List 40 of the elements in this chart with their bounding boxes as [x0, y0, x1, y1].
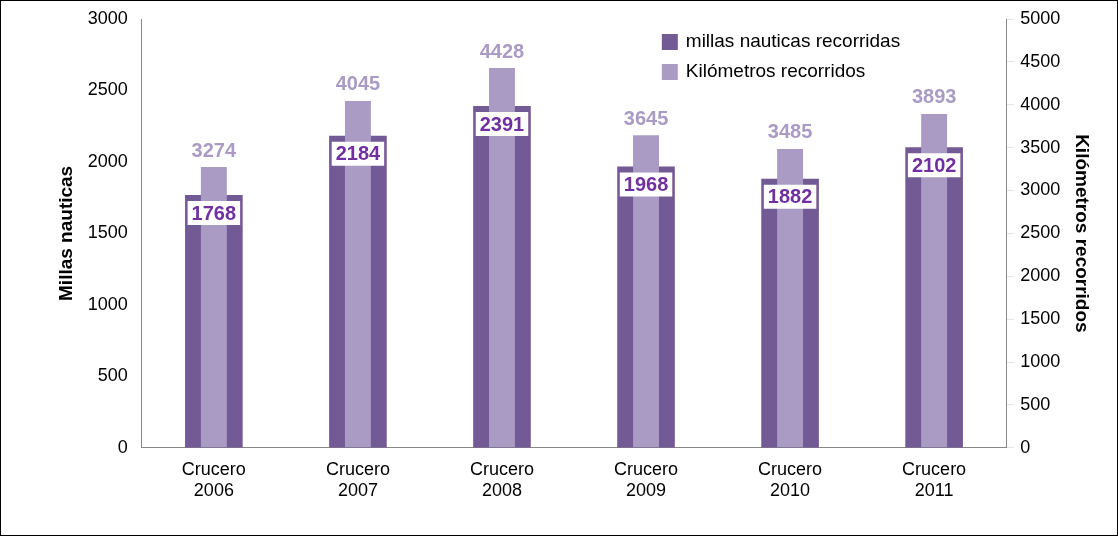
- y-tick-label: 2500: [87, 79, 128, 100]
- data-label: 1768: [191, 201, 237, 224]
- data-label: 1968: [623, 173, 669, 196]
- y-axis-title: Millas nauticas: [54, 165, 76, 301]
- x-tick-label: Crucero 2009: [614, 458, 679, 501]
- y-tick-label: 1000: [87, 293, 128, 314]
- y-tick-label: 3000: [87, 7, 128, 28]
- y2-tick-label: 4500: [1020, 50, 1061, 71]
- data-label: 4045: [335, 72, 381, 95]
- data-label: 2391: [479, 112, 525, 135]
- y2-tick-label: 500: [1020, 393, 1051, 414]
- data-label: 3645: [623, 106, 669, 129]
- x-tick-label: Crucero 2008: [469, 458, 534, 501]
- x-tick-label: Crucero 2010: [758, 458, 823, 501]
- y2-tick-label: 3500: [1020, 136, 1061, 157]
- legend-label: millas nauticas recorridas: [685, 30, 901, 52]
- y2-tick-label: 5000: [1020, 7, 1061, 28]
- data-label: 3485: [767, 120, 813, 143]
- y-tick-label: 1500: [87, 222, 128, 243]
- y-tick-label: 2000: [87, 150, 128, 171]
- y-tick-label: 500: [97, 365, 128, 386]
- data-label: 4428: [479, 39, 525, 62]
- x-tick-label: Crucero 2006: [181, 458, 246, 501]
- y2-tick-label: 2000: [1020, 265, 1061, 286]
- y2-tick-label: 1500: [1020, 308, 1061, 329]
- data-label: 2184: [335, 142, 382, 165]
- y2-tick-label: 2500: [1020, 222, 1061, 243]
- y2-tick-label: 3000: [1020, 179, 1061, 200]
- y-tick-label: 0: [117, 436, 128, 457]
- data-label: 1882: [767, 185, 813, 208]
- y2-tick-label: 0: [1020, 436, 1031, 457]
- y2-tick-label: 1000: [1020, 351, 1061, 372]
- x-tick-label: Crucero 2007: [325, 458, 390, 501]
- y2-tick-label: 4000: [1020, 93, 1061, 114]
- legend-label: Kilómetros recorridos: [685, 60, 866, 82]
- data-label: 3893: [911, 85, 957, 108]
- y2-axis-title: Kilómetros recorridos: [1072, 134, 1094, 333]
- data-label: 2102: [911, 153, 957, 176]
- x-tick-label: Crucero 2011: [902, 458, 967, 501]
- data-label: 3274: [191, 138, 237, 161]
